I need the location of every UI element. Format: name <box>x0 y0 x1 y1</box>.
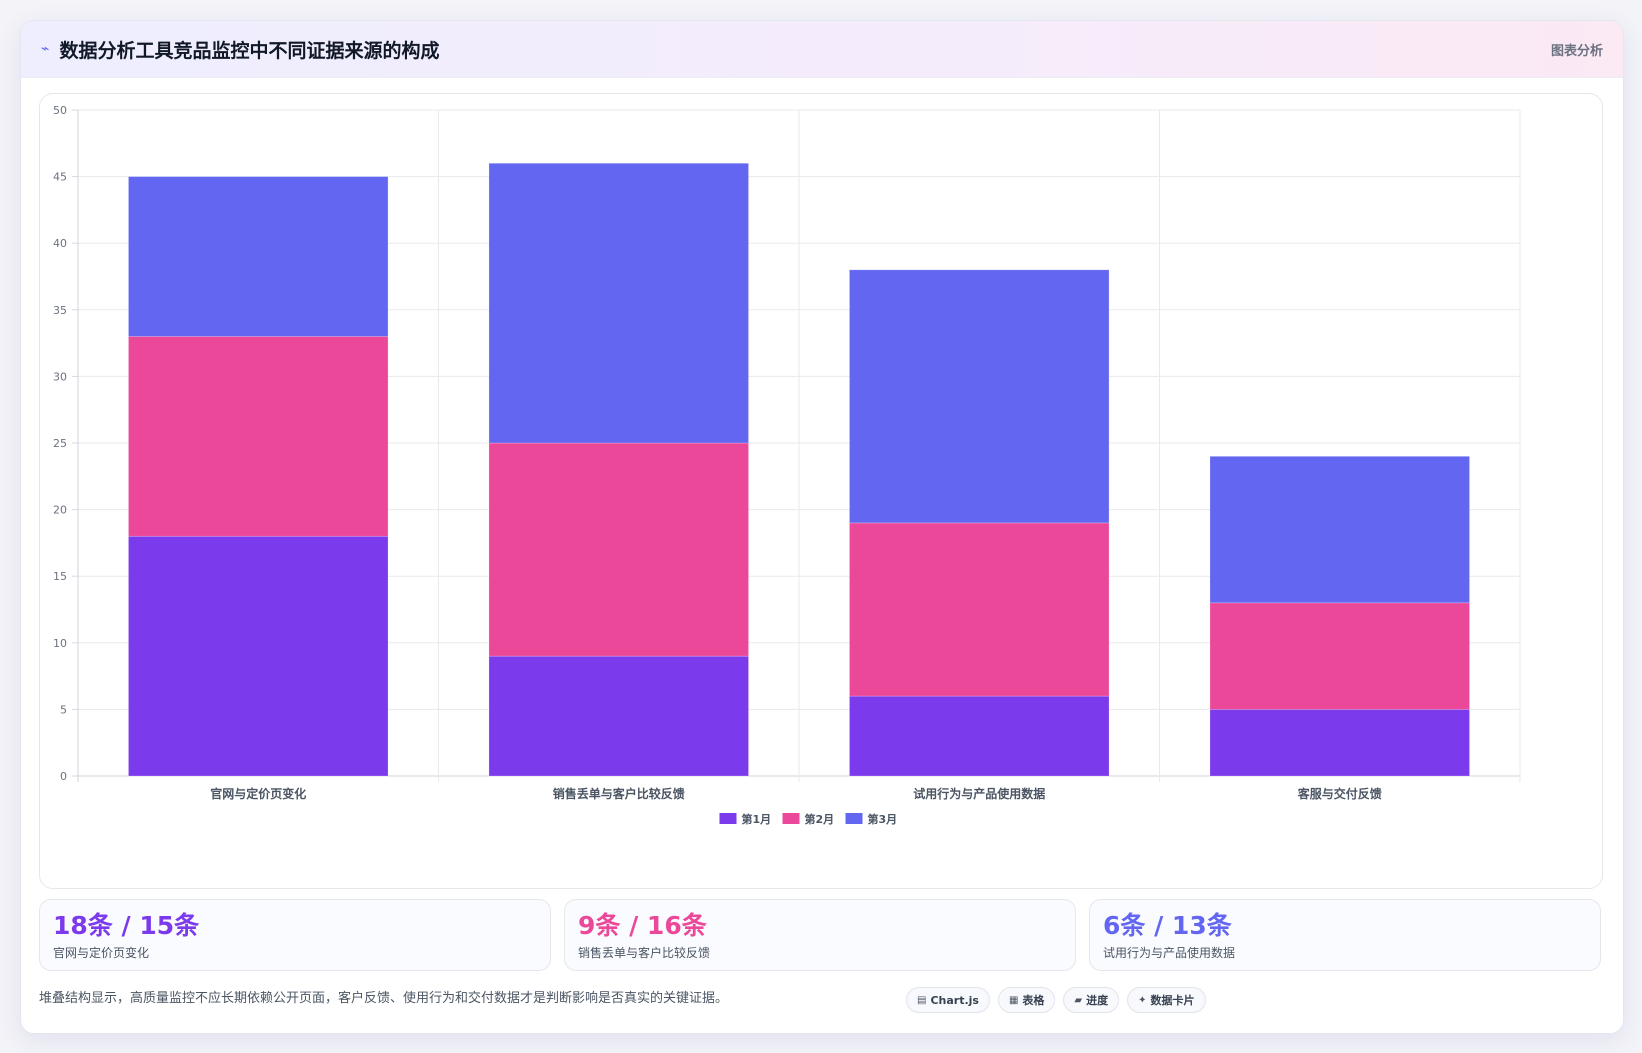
bar-segment <box>488 442 749 657</box>
chart-title: 数据分析工具竞品监控中不同证据来源的构成 <box>59 39 440 62</box>
bar-segment <box>1209 456 1470 604</box>
y-tick-label: 45 <box>53 171 67 184</box>
stat-value: 18条 / 15条 <box>53 911 200 940</box>
y-tick-label: 15 <box>53 570 67 583</box>
stat-value: 9条 / 16条 <box>578 911 707 940</box>
chip-table[interactable]: ▦ 表格 <box>997 987 1056 1013</box>
tool-chips: ▤ Chart.js ▦ 表格 ▰ 进度 ✦ 数据卡片 <box>906 987 1206 1013</box>
title-group: ⌁ 数据分析工具竞品监控中不同证据来源的构成 <box>41 36 439 63</box>
stat-card: 9条 / 16条 销售丢单与客户比较反馈 <box>564 899 1076 971</box>
stat-card: 18条 / 15条 官网与定价页变化 <box>39 899 551 971</box>
bar-segment <box>488 655 749 777</box>
bar-segment <box>488 162 749 444</box>
sparkle-icon: ✦ <box>1138 994 1147 1006</box>
y-tick-label: 10 <box>53 637 67 650</box>
y-tick-label: 30 <box>53 370 67 383</box>
progress-icon: ▰ <box>1074 994 1083 1006</box>
chart-icon: ▤ <box>917 994 927 1006</box>
x-tick-label: 客服与交付反馈 <box>1297 786 1382 801</box>
chip-progress[interactable]: ▰ 进度 <box>1063 987 1120 1013</box>
y-tick-label: 35 <box>53 304 67 317</box>
legend-label: 第3月 <box>868 812 898 826</box>
legend-swatch <box>719 813 737 824</box>
bar-segment <box>128 336 389 537</box>
x-tick-label: 官网与定价页变化 <box>210 786 306 801</box>
bar-segment <box>849 695 1110 777</box>
chip-data-card[interactable]: ✦ 数据卡片 <box>1127 987 1206 1013</box>
y-tick-label: 5 <box>60 703 67 716</box>
stat-value: 6条 / 13条 <box>1103 911 1232 940</box>
legend-label: 第2月 <box>805 812 835 826</box>
card-header: ⌁ 数据分析工具竞品监控中不同证据来源的构成 图表分析 <box>21 21 1623 78</box>
chip-label: Chart.js <box>930 993 979 1007</box>
y-tick-label: 25 <box>53 437 67 450</box>
bar-segment <box>1209 602 1470 710</box>
bar-segment <box>128 176 389 337</box>
bar-segment <box>849 522 1110 697</box>
x-tick-label: 试用行为与产品使用数据 <box>913 786 1045 801</box>
stat-label: 官网与定价页变化 <box>53 946 150 960</box>
y-tick-label: 20 <box>53 504 67 517</box>
chip-label: 表格 <box>1022 994 1045 1007</box>
bar-segment <box>128 535 389 777</box>
trend-line-icon: ⌁ <box>41 41 50 57</box>
stat-card: 6条 / 13条 试用行为与产品使用数据 <box>1089 899 1601 971</box>
stat-label: 试用行为与产品使用数据 <box>1103 946 1236 960</box>
legend-swatch <box>782 813 800 824</box>
chart-card: ⌁ 数据分析工具竞品监控中不同证据来源的构成 图表分析 0 5 10 15 20 25 30… <box>20 20 1624 1034</box>
y-tick-label: 0 <box>60 770 67 783</box>
stat-cards: 18条 / 15条 官网与定价页变化 9条 / 16条 销售丢单与客户比较反馈 … <box>39 899 1603 973</box>
chart-container: 0 5 10 15 20 25 30 35 40 45 50 官网与定价页变化 销售丢单与客户比较反馈 试… <box>39 93 1603 889</box>
bar-segment <box>849 269 1110 524</box>
stat-label: 销售丢单与客户比较反馈 <box>578 946 711 960</box>
y-tick-label: 50 <box>53 104 67 117</box>
legend-swatch <box>845 813 863 824</box>
chart-analysis-tag: 图表分析 <box>1550 43 1603 59</box>
chip-chartjs[interactable]: ▤ Chart.js <box>906 987 990 1013</box>
table-icon: ▦ <box>1008 994 1019 1006</box>
stacked-bar-chart: 0 5 10 15 20 25 30 35 40 45 50 官网与定价页变化 销售丢单与客户比较反馈 试… <box>53 104 1521 826</box>
chip-label: 数据卡片 <box>1150 994 1195 1007</box>
footer-note: 堆叠结构显示，高质量监控不应长期依赖公开页面，客户反馈、使用行为和交付数据才是判… <box>39 991 729 1006</box>
bar-segment <box>1209 709 1470 777</box>
legend-label: 第1月 <box>742 812 772 826</box>
x-tick-label: 销售丢单与客户比较反馈 <box>553 786 685 801</box>
chip-label: 进度 <box>1086 994 1109 1007</box>
y-tick-label: 40 <box>53 237 67 250</box>
